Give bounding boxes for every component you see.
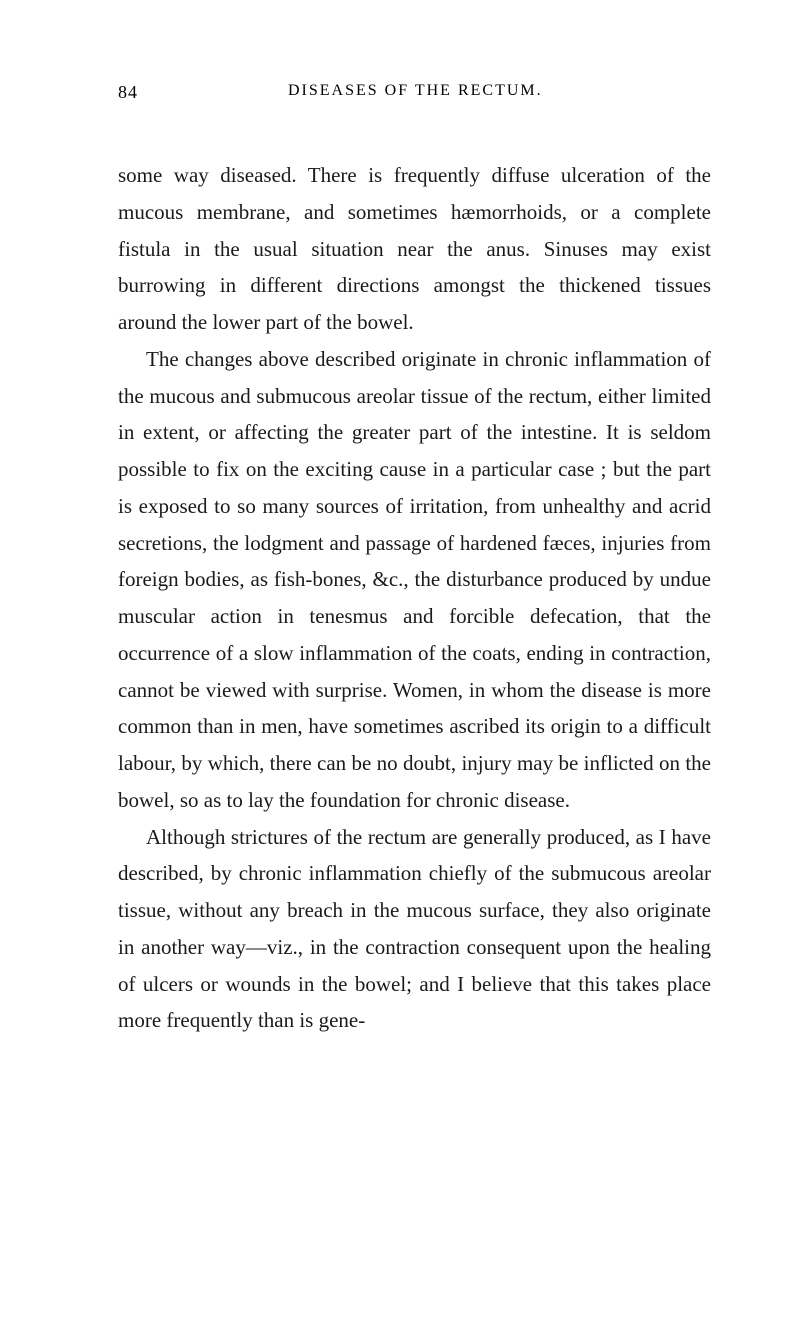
page-container: 84 DISEASES OF THE RECTUM. some way dise…: [0, 0, 801, 1099]
running-title: DISEASES OF THE RECTUM.: [288, 82, 543, 103]
page-number: 84: [118, 82, 138, 103]
paragraph-2: The changes above described originate in…: [118, 341, 711, 819]
paragraph-3: Although strictures of the rectum are ge…: [118, 819, 711, 1040]
page-header: 84 DISEASES OF THE RECTUM.: [118, 82, 711, 103]
body-text: some way diseased. There is frequently d…: [118, 157, 711, 1039]
paragraph-1: some way diseased. There is frequently d…: [118, 157, 711, 341]
